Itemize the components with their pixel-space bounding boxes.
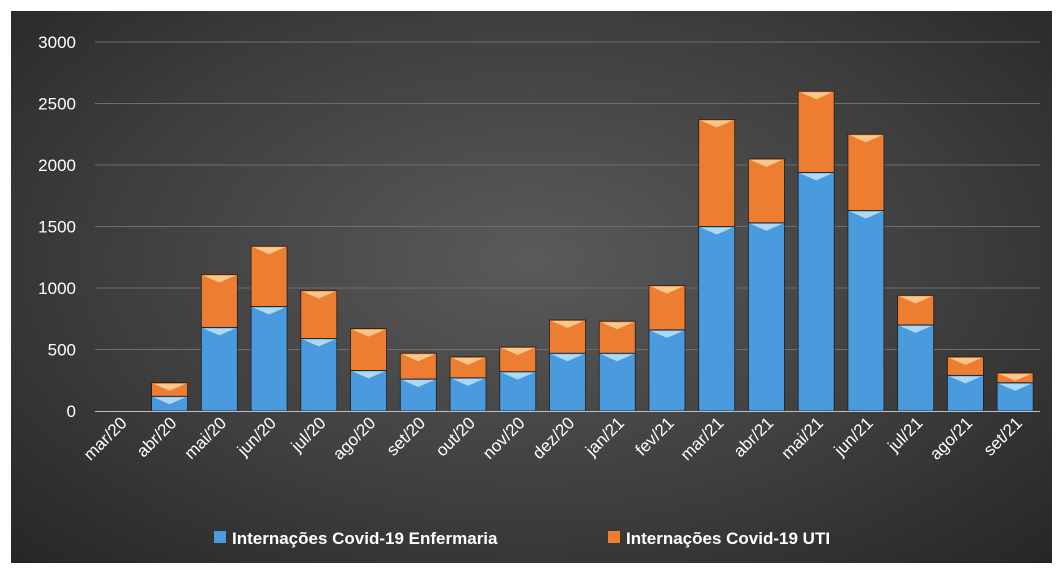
bar-uti-highlight [551,320,584,328]
bar-uti-highlight [452,357,485,365]
bar-enfermaria-highlight [352,371,385,379]
bar-uti-highlight [949,357,982,365]
bar-uti-highlight [849,135,882,143]
legend-label-uti: Internações Covid-19 UTI [626,529,830,548]
bar-enfermaria-highlight [253,307,286,315]
x-tick-label: mar/20 [80,413,131,464]
x-tick-label: jun/20 [233,413,280,460]
bar-enfermaria [549,352,586,412]
bar-uti [200,274,238,328]
bar-uti [797,90,835,173]
bar-enfermaria [847,210,885,412]
x-tick-label: set/20 [383,413,429,459]
bar-enfermaria [250,306,288,412]
bar-enfermaria-highlight [999,383,1032,391]
bar-enfermaria-highlight [849,211,882,219]
bar-uti [698,119,736,227]
x-tick-label: nov/20 [479,413,529,463]
y-tick-label: 2500 [38,95,76,114]
bar-uti-highlight [203,275,236,283]
bar-uti-highlight [352,329,385,337]
bar-uti [449,356,487,379]
bar-enfermaria [648,329,686,412]
y-tick-label: 0 [67,402,76,421]
bar-enfermaria [748,222,785,412]
bar-enfermaria-highlight [700,227,733,235]
bar-enfermaria-highlight [501,372,534,380]
x-tick-label: ago/20 [329,413,379,463]
bar-enfermaria-highlight [800,173,833,181]
bars [151,90,1034,412]
bar-uti-highlight [999,373,1032,381]
bar-enfermaria-highlight [899,325,932,333]
bar-uti-highlight [153,383,186,391]
bar-uti-highlight [700,120,733,128]
x-tick-label: abr/21 [730,413,778,461]
x-tick-label: jan/21 [581,413,628,460]
bar-enfermaria-highlight [601,354,634,362]
bar-uti-highlight [601,322,634,330]
bar-uti-highlight [800,92,833,100]
bar-enfermaria-highlight [650,330,683,338]
legend-swatch-uti [608,531,620,543]
x-tick-label: out/20 [432,413,479,460]
bar-uti-highlight [302,291,335,299]
bar-enfermaria-highlight [203,328,236,336]
bar-uti [748,158,785,224]
x-tick-label: ago/21 [926,413,976,463]
bar-enfermaria-highlight [402,380,435,388]
legend-swatch-enfermaria [214,531,226,543]
bar-uti-highlight [750,159,783,167]
y-tick-label: 1500 [38,218,76,237]
bar-enfermaria [797,171,835,412]
legend: Internações Covid-19 Enfermaria Internaç… [214,529,830,548]
bar-uti-highlight [501,348,534,356]
bar-enfermaria [897,324,935,412]
y-tick-label: 1000 [38,279,76,298]
y-axis-ticks: 0 500 1000 1500 2000 2500 3000 [38,33,76,421]
bar-enfermaria-highlight [750,223,783,231]
bar-enfermaria-highlight [452,378,485,386]
x-tick-label: dez/20 [529,413,579,463]
bar-enfermaria-highlight [551,354,584,362]
bar-uti [598,320,636,354]
bar-uti [946,356,984,376]
bar-uti-highlight [650,286,683,294]
legend-label-enfermaria: Internações Covid-19 Enfermaria [232,529,498,548]
y-tick-label: 500 [48,341,76,360]
x-tick-label: mar/21 [677,413,728,464]
x-tick-label: mai/21 [777,413,827,463]
bar-uti-highlight [253,247,286,255]
bar-enfermaria [698,226,736,412]
x-tick-label: jul/20 [287,413,330,456]
bar-enfermaria [300,338,338,412]
bar-uti-highlight [899,296,932,304]
x-tick-label: jun/21 [830,413,877,460]
bar-uti [847,133,885,211]
bar-enfermaria-highlight [153,397,186,405]
x-tick-label: fev/21 [632,413,678,459]
bar-enfermaria [598,352,636,412]
x-axis-ticks: mar/20 abr/20 mai/20 jun/20 jul/20 ago/20 set/… [80,413,1026,464]
x-tick-label: mai/20 [181,413,231,463]
x-tick-label: abr/20 [133,413,181,461]
y-tick-label: 3000 [38,33,76,52]
bar-enfermaria [200,326,238,412]
y-tick-label: 2000 [38,156,76,175]
x-tick-label: jul/21 [884,413,927,456]
bar-enfermaria-highlight [302,339,335,347]
bar-enfermaria-highlight [949,376,982,384]
bar-uti [250,245,288,307]
bar-uti-highlight [402,354,435,362]
x-tick-label: set/21 [980,413,1026,459]
